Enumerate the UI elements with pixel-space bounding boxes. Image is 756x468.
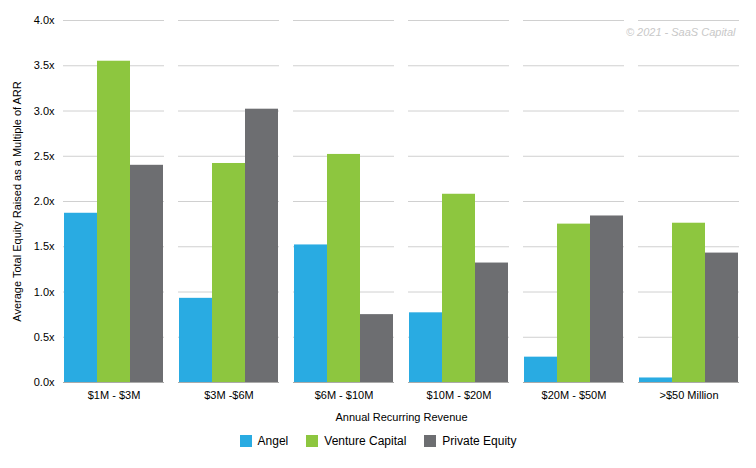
svg-text:3.0x: 3.0x	[34, 105, 55, 117]
svg-text:2.0x: 2.0x	[34, 195, 55, 207]
svg-text:0.0x: 0.0x	[34, 376, 55, 388]
svg-text:$20M - $50M: $20M - $50M	[542, 389, 607, 401]
svg-text:$1M - $3M: $1M - $3M	[88, 389, 141, 401]
html-text:Venture Capital: Venture Capital	[324, 434, 407, 448]
svg-text:2.5x: 2.5x	[34, 150, 55, 162]
svg-text:Average Total Equity Raised as: Average Total Equity Raised as a Multipl…	[11, 81, 23, 322]
svg-text:0.5x: 0.5x	[34, 331, 55, 343]
svg-text:$3M -$6M: $3M -$6M	[204, 389, 254, 401]
svg-text:1.0x: 1.0x	[34, 286, 55, 298]
svg-text:3.5x: 3.5x	[34, 59, 55, 71]
html-text:Private Equity: Private Equity	[442, 434, 517, 448]
svg-text:Annual Recurring Revenue: Annual Recurring Revenue	[335, 411, 467, 423]
svg-text:4.0x: 4.0x	[34, 14, 55, 26]
svg-text:$10M - $20M: $10M - $20M	[427, 389, 492, 401]
html-text:Angel: Angel	[257, 434, 289, 448]
svg-text:$6M - $10M: $6M - $10M	[315, 389, 374, 401]
svg-text:>$50 Million: >$50 Million	[659, 389, 718, 401]
svg-text:1.5x: 1.5x	[34, 240, 55, 252]
svg-text:© 2021 - SaaS Capital: © 2021 - SaaS Capital	[626, 26, 736, 38]
